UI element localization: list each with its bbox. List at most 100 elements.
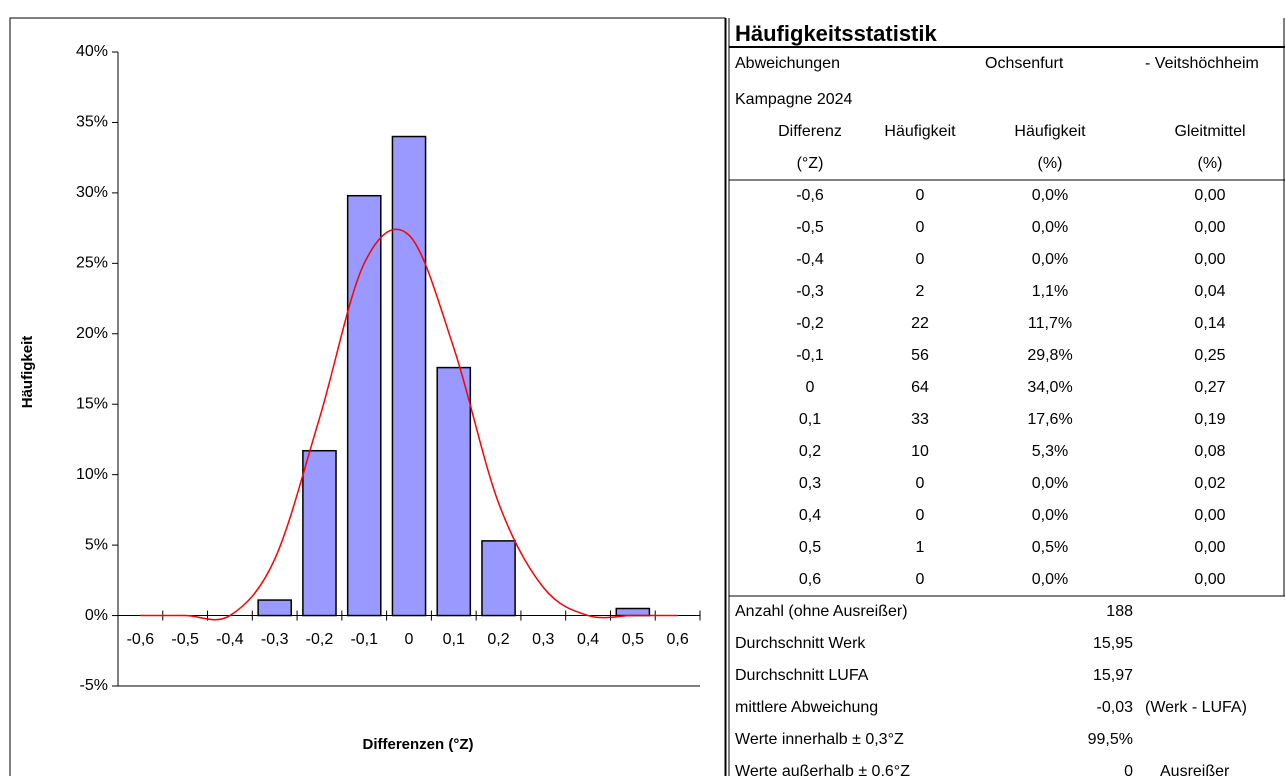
header-cell: Ochsenfurt — [985, 55, 1064, 72]
table-cell: -0,3 — [796, 283, 824, 300]
x-tick-label: -0,6 — [127, 631, 155, 648]
table-cell: 1,1% — [1031, 283, 1069, 300]
x-tick-label: 0,2 — [487, 631, 509, 648]
table-cell: 1 — [915, 539, 925, 556]
table-cell: 0,04 — [1194, 283, 1226, 300]
bar — [302, 449, 337, 617]
header-cell: - Veitshöchheim — [1145, 55, 1259, 72]
table-cell: 0,5% — [1031, 539, 1069, 556]
table-cell: 0 — [915, 571, 925, 588]
x-tick-label: 0,6 — [666, 631, 688, 648]
x-tick-label: 0,4 — [577, 631, 599, 648]
table-cell: 0,00 — [1194, 539, 1226, 556]
header-cell: Abweichungen — [735, 55, 840, 72]
x-tick-label: -0,5 — [171, 631, 199, 648]
y-tick-label: 35% — [76, 114, 108, 131]
table-cell: 0,00 — [1194, 219, 1226, 236]
y-axis-title: Häufigkeit — [19, 336, 36, 409]
table-cell: 0,19 — [1194, 411, 1226, 428]
summary-label: Werte außerhalb ± 0,6°Z — [735, 763, 910, 776]
y-tick-label: 25% — [76, 255, 108, 272]
table-cell: 33 — [911, 411, 929, 428]
table-cell: 0,00 — [1194, 251, 1226, 268]
table-cell: 17,6% — [1027, 411, 1073, 428]
table-cell: 0,27 — [1194, 379, 1226, 396]
y-tick-label: 15% — [76, 395, 108, 412]
column-unit: (%) — [1197, 155, 1223, 172]
table-cell: 0,08 — [1194, 443, 1226, 460]
header-cell: Kampagne 2024 — [735, 91, 853, 108]
table-cell: 0,00 — [1194, 571, 1226, 588]
table-cell: -0,6 — [796, 187, 824, 204]
column-header: Häufigkeit — [1014, 123, 1086, 140]
y-tick-label: 5% — [85, 536, 108, 553]
bar — [391, 135, 427, 617]
table-cell: 0 — [805, 379, 815, 396]
table-cell: 0,00 — [1194, 507, 1226, 524]
table-cell: 0,5 — [798, 539, 822, 556]
summary-value: 15,97 — [1092, 667, 1133, 684]
table-cell: 0,0% — [1031, 507, 1069, 524]
x-tick-label: -0,3 — [261, 631, 289, 648]
x-tick-label: -0,2 — [306, 631, 334, 648]
table-cell: 0,0% — [1031, 187, 1069, 204]
table-cell: 0,4 — [798, 507, 822, 524]
table-cell: -0,5 — [796, 219, 824, 236]
summary-value: 99,5% — [1087, 731, 1133, 748]
summary-note: (Werk - LUFA) — [1145, 699, 1247, 716]
summary-value: 0 — [1124, 763, 1133, 776]
table-cell: 0,00 — [1194, 187, 1226, 204]
bar — [436, 366, 472, 617]
column-unit: (%) — [1037, 155, 1063, 172]
summary-value: 15,95 — [1092, 635, 1133, 652]
table-cell: 0 — [915, 219, 925, 236]
table-cell: 2 — [915, 283, 925, 300]
table-cell: 0 — [915, 187, 925, 204]
x-tick-label: -0,4 — [216, 631, 244, 648]
summary-label: Durchschnitt Werk — [735, 635, 866, 652]
table-cell: 29,8% — [1027, 347, 1073, 364]
table-cell: 0,6 — [798, 571, 822, 588]
table-cell: 0,14 — [1194, 315, 1226, 332]
summary-label: mittlere Abweichung — [735, 699, 879, 716]
table-cell: 0 — [915, 251, 925, 268]
table-cell: 0 — [915, 475, 925, 492]
x-tick-label: 0,1 — [443, 631, 465, 648]
y-tick-label: 10% — [76, 466, 108, 483]
summary-label: Anzahl (ohne Ausreißer) — [735, 603, 908, 620]
chart-frame — [9, 17, 726, 776]
x-tick-label: -0,1 — [350, 631, 378, 648]
table-cell: 56 — [911, 347, 929, 364]
column-header: Differenz — [778, 123, 842, 140]
table-cell: 0,0% — [1031, 571, 1069, 588]
table-cell: 0,2 — [798, 443, 822, 460]
summary-value: 188 — [1106, 603, 1133, 620]
table-cell: 10 — [911, 443, 929, 460]
table-cell: -0,4 — [796, 251, 824, 268]
bar — [346, 194, 382, 617]
y-tick-label: 20% — [76, 325, 108, 342]
x-tick-label: 0,5 — [622, 631, 644, 648]
table-cell: 0,1 — [798, 411, 822, 428]
table-cell: 11,7% — [1027, 315, 1073, 332]
summary-note: Ausreißer — [1160, 763, 1230, 776]
smoothed-line — [140, 228, 678, 621]
y-tick-label: 30% — [76, 184, 108, 201]
summary-label: Durchschnitt LUFA — [735, 667, 869, 684]
x-tick-label: 0,3 — [532, 631, 554, 648]
summary-label: Werte innerhalb ± 0,3°Z — [735, 731, 904, 748]
table-cell: 0,02 — [1194, 475, 1226, 492]
bar — [257, 599, 293, 617]
column-header: Häufigkeit — [884, 123, 956, 140]
column-header: Gleitmittel — [1174, 123, 1246, 140]
table-cell: 0,0% — [1031, 475, 1069, 492]
table-cell: 0 — [915, 507, 925, 524]
x-tick-label: 0 — [405, 631, 414, 648]
table-cell: 0,3 — [798, 475, 822, 492]
y-tick-label: -5% — [80, 677, 108, 694]
y-tick-label: 40% — [76, 43, 108, 60]
table-cell: -0,2 — [796, 315, 824, 332]
table-cell: -0,1 — [796, 347, 824, 364]
